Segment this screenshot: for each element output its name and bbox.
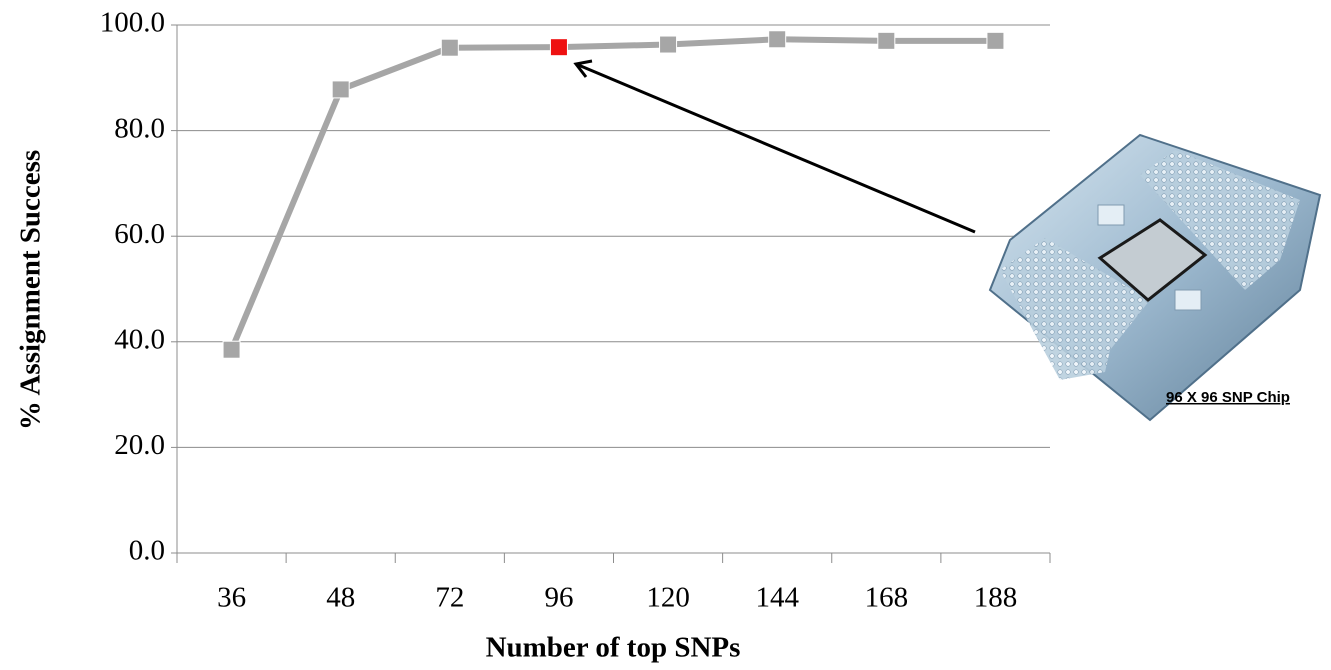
marker: [550, 39, 567, 56]
y-tick-label: 0.0: [129, 535, 165, 567]
marker: [878, 32, 895, 49]
chip-image: [990, 135, 1320, 420]
x-tick-label: 36: [217, 582, 246, 614]
marker: [332, 81, 349, 98]
x-tick-label: 168: [865, 582, 909, 614]
arrow: [576, 64, 975, 232]
x-tick-label: 120: [646, 582, 690, 614]
x-tick-label: 188: [974, 582, 1018, 614]
y-tick-label: 20.0: [114, 429, 165, 461]
y-axis-title: % Assignment Success: [15, 150, 47, 430]
y-tick-label: 40.0: [114, 323, 165, 355]
marker: [223, 341, 240, 358]
plot-area: 0.0 20.0 40.0 60.0 80.0 100.0 36 48 72 96 120 144 16…: [100, 7, 1050, 614]
annotation: 96 X 96 SNP Chip: [1166, 389, 1290, 406]
marker: [769, 31, 786, 48]
marker: [441, 39, 458, 56]
x-tick-label: 48: [326, 582, 355, 614]
y-tick-label: 100.0: [100, 7, 165, 39]
x-axis-title: Number of top SNPs: [486, 632, 741, 664]
chart: 0.0 20.0 40.0 60.0 80.0 100.0 36 48 72 96 120 144 16…: [0, 0, 1331, 670]
marker: [987, 32, 1004, 49]
x-tick-label: 96: [544, 582, 573, 614]
x-tick-label: 144: [755, 582, 799, 614]
marker: [660, 36, 677, 53]
x-tick-label: 72: [435, 582, 464, 614]
y-tick-label: 60.0: [114, 218, 165, 250]
y-tick-label: 80.0: [114, 112, 165, 144]
